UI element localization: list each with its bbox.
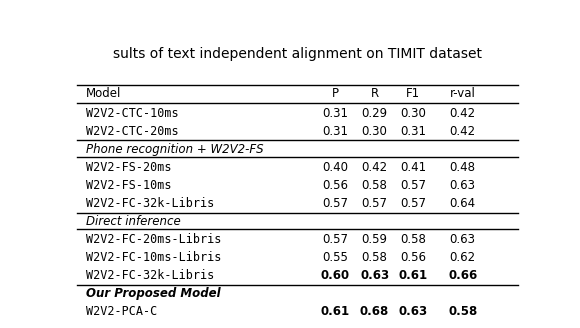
- Text: W2V2-PCA-C: W2V2-PCA-C: [86, 305, 157, 318]
- Text: 0.57: 0.57: [322, 197, 349, 210]
- Text: 0.29: 0.29: [361, 107, 387, 120]
- Text: 0.60: 0.60: [321, 269, 350, 282]
- Text: 0.61: 0.61: [398, 269, 428, 282]
- Text: 0.41: 0.41: [400, 161, 426, 174]
- Text: 0.30: 0.30: [400, 107, 426, 120]
- Text: W2V2-FC-20ms-Libris: W2V2-FC-20ms-Libris: [86, 233, 222, 246]
- Text: 0.68: 0.68: [360, 305, 389, 318]
- Text: R: R: [371, 88, 379, 100]
- Text: 0.58: 0.58: [361, 179, 387, 192]
- Text: 0.42: 0.42: [361, 161, 387, 174]
- Text: Model: Model: [86, 88, 121, 100]
- Text: W2V2-FC-32k-Libris: W2V2-FC-32k-Libris: [86, 197, 214, 210]
- Text: 0.61: 0.61: [321, 305, 350, 318]
- Text: 0.56: 0.56: [400, 251, 426, 264]
- Text: W2V2-FS-20ms: W2V2-FS-20ms: [86, 161, 172, 174]
- Text: 0.66: 0.66: [448, 269, 477, 282]
- Text: 0.57: 0.57: [322, 233, 349, 246]
- Text: 0.63: 0.63: [398, 305, 428, 318]
- Text: 0.48: 0.48: [450, 161, 476, 174]
- Text: 0.63: 0.63: [450, 179, 476, 192]
- Text: sults of text independent alignment on TIMIT dataset: sults of text independent alignment on T…: [113, 47, 482, 61]
- Text: 0.30: 0.30: [361, 125, 387, 138]
- Text: 0.63: 0.63: [450, 233, 476, 246]
- Text: Our Proposed Model: Our Proposed Model: [86, 287, 220, 300]
- Text: W2V2-FS-10ms: W2V2-FS-10ms: [86, 179, 172, 192]
- Text: 0.58: 0.58: [361, 251, 387, 264]
- Text: 0.57: 0.57: [361, 197, 387, 210]
- Text: W2V2-CTC-20ms: W2V2-CTC-20ms: [86, 125, 179, 138]
- Text: F1: F1: [406, 88, 420, 100]
- Text: 0.55: 0.55: [322, 251, 349, 264]
- Text: Direct inference: Direct inference: [86, 215, 181, 228]
- Text: 0.58: 0.58: [400, 233, 426, 246]
- Text: 0.31: 0.31: [322, 107, 349, 120]
- Text: W2V2-FC-10ms-Libris: W2V2-FC-10ms-Libris: [86, 251, 222, 264]
- Text: 0.57: 0.57: [400, 179, 426, 192]
- Text: 0.42: 0.42: [450, 107, 476, 120]
- Text: W2V2-CTC-10ms: W2V2-CTC-10ms: [86, 107, 179, 120]
- Text: 0.31: 0.31: [322, 125, 349, 138]
- Text: P: P: [332, 88, 339, 100]
- Text: 0.64: 0.64: [450, 197, 476, 210]
- Text: Phone recognition + W2V2-FS: Phone recognition + W2V2-FS: [86, 143, 263, 156]
- Text: 0.58: 0.58: [448, 305, 477, 318]
- Text: 0.57: 0.57: [400, 197, 426, 210]
- Text: 0.63: 0.63: [360, 269, 389, 282]
- Text: W2V2-FC-32k-Libris: W2V2-FC-32k-Libris: [86, 269, 214, 282]
- Text: 0.42: 0.42: [450, 125, 476, 138]
- Text: r-val: r-val: [450, 88, 476, 100]
- Text: 0.62: 0.62: [450, 251, 476, 264]
- Text: 0.31: 0.31: [400, 125, 426, 138]
- Text: 0.40: 0.40: [322, 161, 349, 174]
- Text: 0.56: 0.56: [322, 179, 349, 192]
- Text: 0.59: 0.59: [361, 233, 387, 246]
